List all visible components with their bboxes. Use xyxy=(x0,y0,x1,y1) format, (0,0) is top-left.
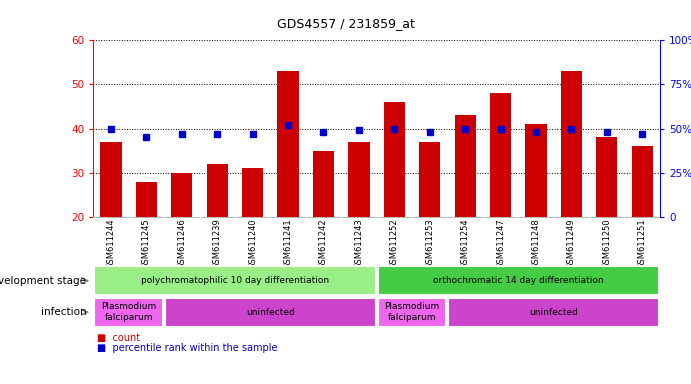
Bar xyxy=(100,142,122,217)
Text: GSM611248: GSM611248 xyxy=(531,218,540,269)
Text: GSM611242: GSM611242 xyxy=(319,218,328,269)
Bar xyxy=(207,164,228,217)
Bar xyxy=(135,182,157,217)
Text: GSM611254: GSM611254 xyxy=(461,218,470,269)
Bar xyxy=(560,71,582,217)
Bar xyxy=(95,266,375,295)
Text: GSM611250: GSM611250 xyxy=(603,218,612,269)
Bar xyxy=(384,102,405,217)
Text: infection: infection xyxy=(41,307,86,317)
Bar xyxy=(525,124,547,217)
Bar xyxy=(378,298,446,327)
Text: GSM611241: GSM611241 xyxy=(283,218,292,269)
Text: development stage: development stage xyxy=(0,276,86,286)
Bar xyxy=(632,146,653,217)
Text: uninfected: uninfected xyxy=(246,308,295,317)
Bar xyxy=(378,266,659,295)
Text: orthochromatic 14 day differentiation: orthochromatic 14 day differentiation xyxy=(433,276,603,285)
Text: GSM611249: GSM611249 xyxy=(567,218,576,269)
Bar xyxy=(242,169,263,217)
Text: polychromatophilic 10 day differentiation: polychromatophilic 10 day differentiatio… xyxy=(141,276,329,285)
Text: ■  percentile rank within the sample: ■ percentile rank within the sample xyxy=(97,343,277,353)
Text: GSM611246: GSM611246 xyxy=(178,218,187,269)
Text: Plasmodium
falciparum: Plasmodium falciparum xyxy=(384,303,439,322)
Text: uninfected: uninfected xyxy=(529,308,578,317)
Bar xyxy=(419,142,440,217)
Text: GSM611247: GSM611247 xyxy=(496,218,505,269)
Text: GSM611240: GSM611240 xyxy=(248,218,257,269)
Bar xyxy=(596,137,618,217)
Bar xyxy=(95,298,163,327)
Text: Plasmodium
falciparum: Plasmodium falciparum xyxy=(101,303,156,322)
Bar xyxy=(348,142,370,217)
Text: GSM611243: GSM611243 xyxy=(354,218,363,269)
Bar xyxy=(171,173,192,217)
Text: GSM611245: GSM611245 xyxy=(142,218,151,269)
Text: GSM611251: GSM611251 xyxy=(638,218,647,269)
Bar xyxy=(490,93,511,217)
Bar xyxy=(455,115,475,217)
Bar xyxy=(313,151,334,217)
Text: GDS4557 / 231859_at: GDS4557 / 231859_at xyxy=(276,17,415,30)
Bar xyxy=(165,298,375,327)
Bar xyxy=(278,71,299,217)
Text: ■  count: ■ count xyxy=(97,333,140,343)
Text: GSM611252: GSM611252 xyxy=(390,218,399,269)
Text: GSM611239: GSM611239 xyxy=(213,218,222,269)
Text: GSM611244: GSM611244 xyxy=(106,218,115,269)
Bar xyxy=(448,298,659,327)
Text: GSM611253: GSM611253 xyxy=(425,218,434,269)
